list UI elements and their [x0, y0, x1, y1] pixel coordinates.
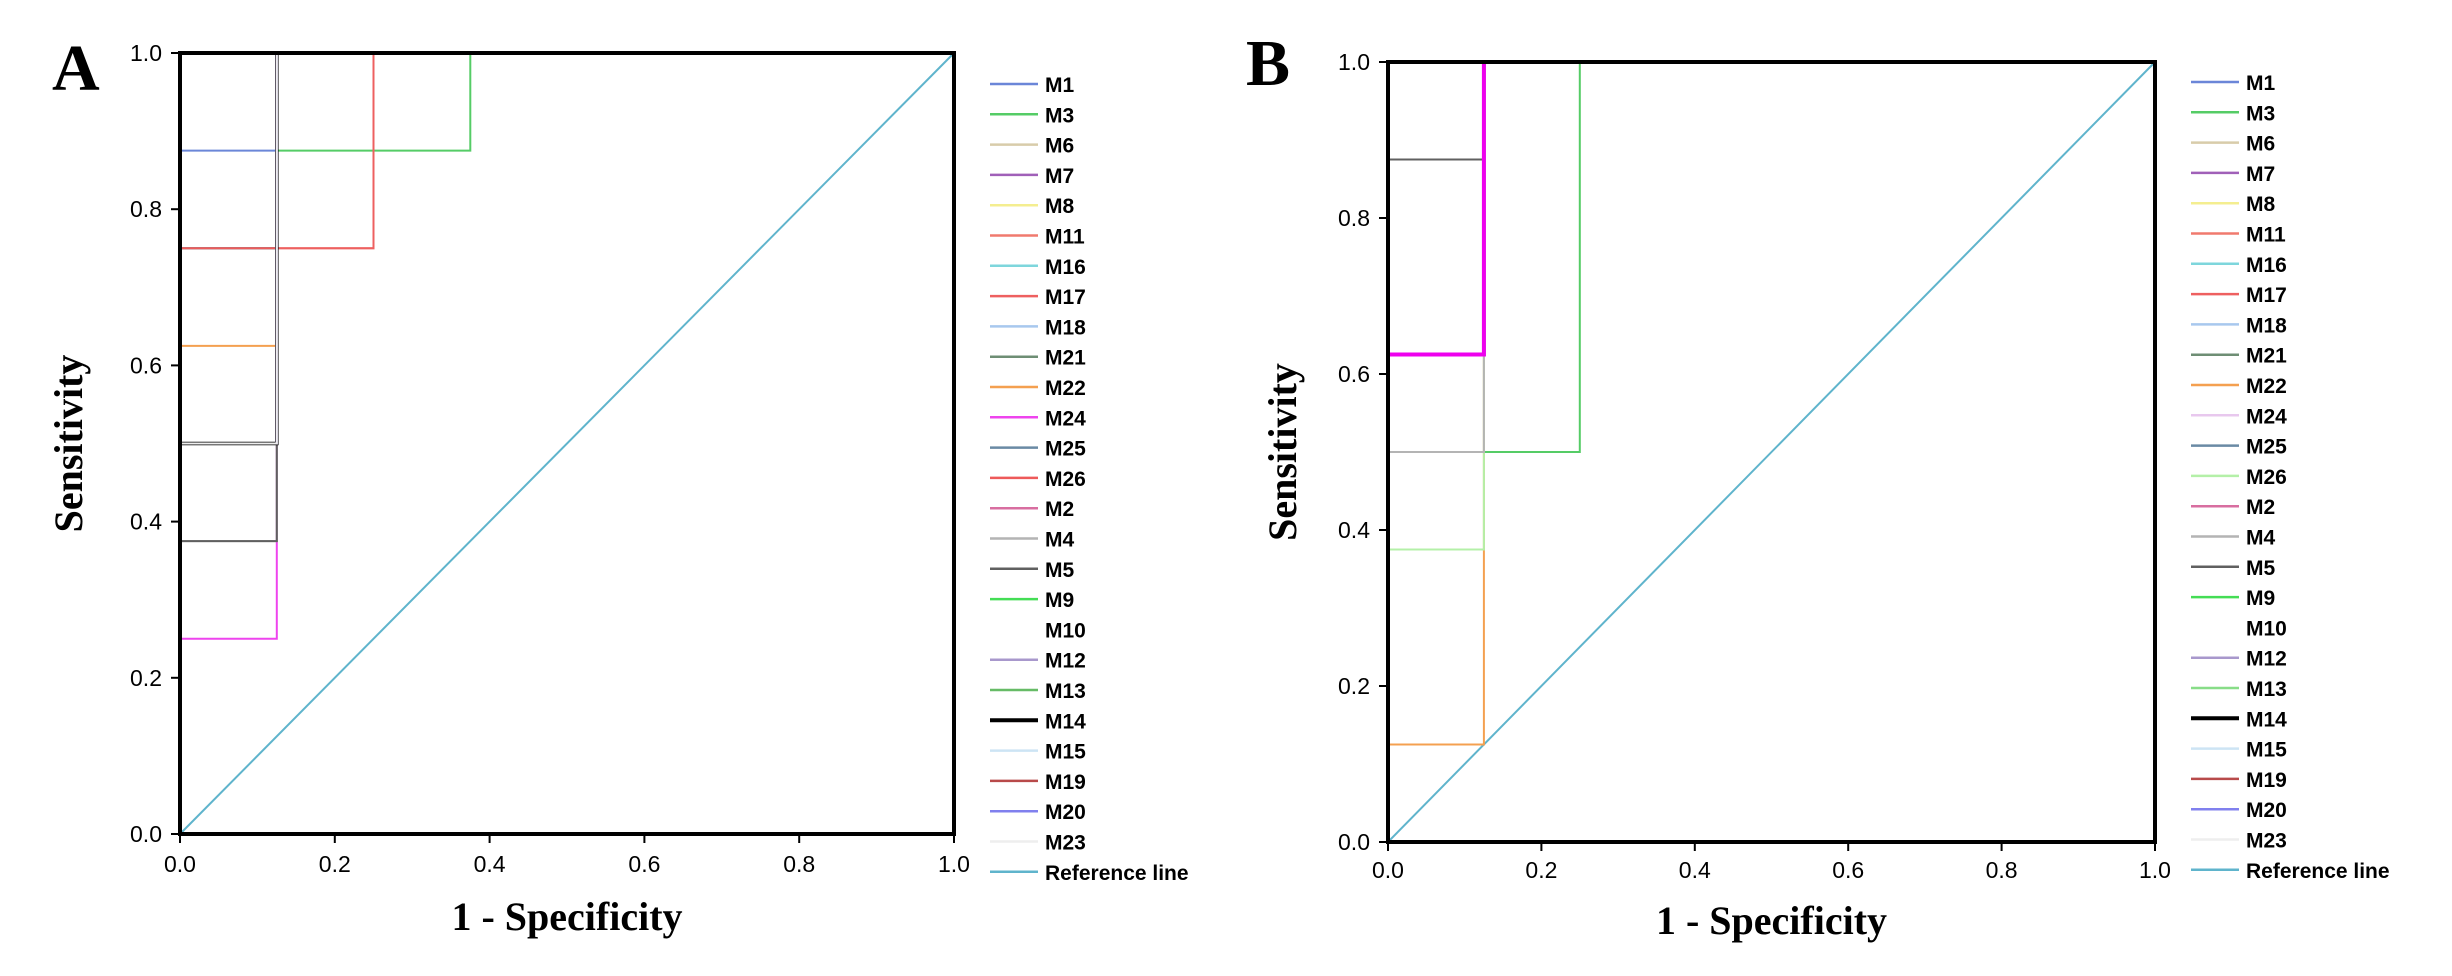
legend-label-m20: M20 — [1045, 801, 1086, 824]
y-tick-label: 0.6 — [130, 352, 162, 378]
legend-label-m6: M6 — [1045, 135, 1074, 158]
x-tick-label: 0.4 — [474, 851, 506, 877]
legend-label-m17: M17 — [2246, 284, 2287, 307]
legend-label-m20: M20 — [2246, 799, 2287, 822]
legend-label-m7: M7 — [2246, 163, 2275, 186]
x-tick-label: 0.8 — [1986, 857, 2018, 883]
legend-label-m24: M24 — [2246, 405, 2287, 428]
legend-label-m15: M15 — [1045, 741, 1086, 764]
legend-label-m22: M22 — [2246, 375, 2287, 398]
y-tick-label: 0.2 — [130, 665, 162, 691]
y-axis-title-a: Sensitivity — [46, 355, 91, 533]
legend-label-reference-line: Reference line — [2246, 860, 2390, 883]
x-axis-title-b: 1 - Specificity — [1656, 898, 1887, 943]
y-tick-label: 0.4 — [130, 509, 162, 535]
y-tick-label: 0.2 — [1338, 673, 1370, 699]
y-tick-label: 1.0 — [1338, 49, 1370, 75]
plot-frame-b — [1386, 60, 2157, 844]
legend-label-m12: M12 — [1045, 650, 1086, 673]
legend-label-m4: M4 — [1045, 529, 1074, 552]
legend-label-m16: M16 — [2246, 254, 2287, 277]
y-tick-label: 0.8 — [130, 196, 162, 222]
legend-label-m14: M14 — [2246, 708, 2287, 731]
legend-label-m26: M26 — [2246, 466, 2287, 489]
legend-label-m8: M8 — [2246, 193, 2275, 216]
legend-label-m1: M1 — [1045, 74, 1074, 97]
legend-label-m21: M21 — [1045, 347, 1086, 370]
legend-label-m24: M24 — [1045, 407, 1086, 430]
legend-label-m19: M19 — [2246, 769, 2287, 792]
roc-curve-a-m1 — [180, 53, 278, 152]
roc-curve-a-m23 — [180, 53, 278, 445]
legend-label-m13: M13 — [1045, 680, 1086, 703]
legend-label-m3: M3 — [2246, 102, 2275, 125]
legend-label-m8: M8 — [1045, 195, 1074, 218]
legend-label-m5: M5 — [1045, 559, 1074, 582]
roc-curve-b-reference-line — [1387, 61, 2156, 843]
legend-a: M1 M3 M6 M7 M8 M11 M16 M17 M18 M21 M22 M24 M25 M26 M2 M… — [990, 74, 1189, 885]
x-tick-label: 0.0 — [164, 851, 196, 877]
roc-curve-a-m22 — [180, 53, 278, 347]
legend-label-m7: M7 — [1045, 165, 1074, 188]
y-tick-label: 0.6 — [1338, 361, 1370, 387]
legend-label-m14: M14 — [1045, 710, 1086, 733]
legend-label-m5: M5 — [2246, 557, 2275, 580]
legend-label-m9: M9 — [1045, 589, 1074, 612]
roc-panel-a: A 0.0 0.2 0.4 0.6 0.8 1.0 0.0 0.2 0.4 0.6 0.8 1.0 1 -… — [46, 32, 1189, 939]
x-axis-title-a: 1 - Specificity — [451, 894, 682, 939]
legend-label-m9: M9 — [2246, 587, 2275, 610]
legend-label-m22: M22 — [1045, 377, 1086, 400]
legend-label-m26: M26 — [1045, 468, 1086, 491]
legend-label-m2: M2 — [1045, 498, 1074, 521]
legend-label-m23: M23 — [1045, 832, 1086, 855]
legend-label-m18: M18 — [2246, 314, 2287, 337]
legend-label-m19: M19 — [1045, 771, 1086, 794]
x-tick-label: 0.2 — [319, 851, 351, 877]
legend-label-reference-line: Reference line — [1045, 862, 1189, 885]
legend-label-m16: M16 — [1045, 256, 1086, 279]
x-tick-label: 0.0 — [1372, 857, 1404, 883]
x-tick-label: 1.0 — [938, 851, 970, 877]
x-tick-label: 0.6 — [628, 851, 660, 877]
legend-label-m25: M25 — [2246, 436, 2287, 459]
x-tick-label: 0.2 — [1525, 857, 1557, 883]
roc-curve-b-m4 — [1387, 62, 1485, 842]
legend-label-m4: M4 — [2246, 527, 2275, 550]
legend-label-m15: M15 — [2246, 739, 2287, 762]
y-tick-label: 0.8 — [1338, 205, 1370, 231]
legend-label-m17: M17 — [1045, 286, 1086, 309]
legend-label-m25: M25 — [1045, 438, 1086, 461]
x-tick-label: 0.8 — [783, 851, 815, 877]
plot-frame-a — [178, 51, 956, 836]
x-tick-label: 1.0 — [2139, 857, 2171, 883]
panel-label-a: A — [52, 32, 100, 105]
legend-label-m13: M13 — [2246, 678, 2287, 701]
legend-label-m12: M12 — [2246, 648, 2287, 671]
legend-label-m11: M11 — [1045, 226, 1085, 249]
x-tick-label: 0.4 — [1679, 857, 1711, 883]
legend-label-m21: M21 — [2246, 345, 2287, 368]
legend-label-m11: M11 — [2246, 224, 2286, 247]
y-tick-label: 0.4 — [1338, 517, 1370, 543]
legend-label-m6: M6 — [2246, 133, 2275, 156]
x-tick-label: 0.6 — [1832, 857, 1864, 883]
y-tick-label: 0.0 — [130, 821, 162, 847]
legend-label-m10: M10 — [2246, 617, 2287, 640]
y-tick-label: 0.0 — [1338, 829, 1370, 855]
roc-curve-a-m5 — [180, 53, 278, 543]
panel-label-b: B — [1246, 27, 1290, 100]
legend-label-m23: M23 — [2246, 830, 2287, 853]
legend-label-m3: M3 — [1045, 104, 1074, 127]
roc-curve-a-m4 — [180, 53, 278, 543]
legend-label-m1: M1 — [2246, 72, 2275, 95]
legend-label-m10: M10 — [1045, 619, 1086, 642]
y-tick-label: 1.0 — [130, 40, 162, 66]
roc-panel-b: B 0.0 0.2 0.4 0.6 0.8 1.0 0.0 0.2 0.4 0.6 0.8 1.0 1 -… — [1246, 27, 2390, 943]
roc-curve-a-reference-line — [179, 52, 955, 835]
legend-label-m18: M18 — [1045, 316, 1086, 339]
legend-label-m2: M2 — [2246, 496, 2275, 519]
legend-b: M1 M3 M6 M7 M8 M11 M16 M17 M18 M21 M22 M24 M25 M26 M2 M… — [2191, 72, 2390, 883]
y-axis-title-b: Sensitivity — [1260, 363, 1305, 541]
